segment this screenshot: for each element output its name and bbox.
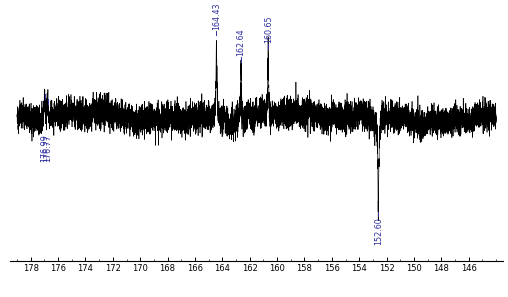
Text: 160.65: 160.65 bbox=[264, 16, 273, 43]
Text: 176.99: 176.99 bbox=[40, 134, 49, 162]
Text: 164.43: 164.43 bbox=[212, 3, 221, 30]
Text: 162.64: 162.64 bbox=[236, 29, 245, 56]
Text: 152.60: 152.60 bbox=[374, 217, 383, 244]
Text: 176.77: 176.77 bbox=[43, 134, 52, 162]
